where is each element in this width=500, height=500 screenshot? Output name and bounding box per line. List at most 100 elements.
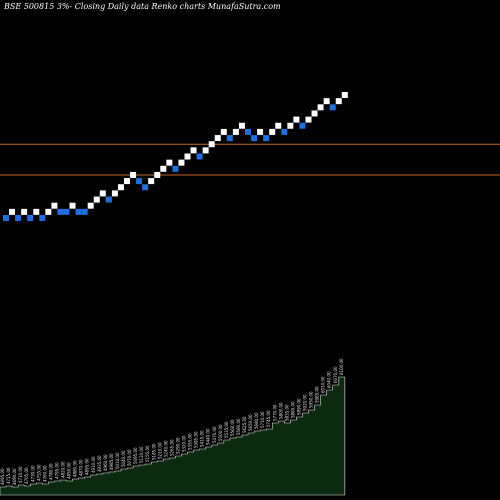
volume-label: 5890.00 bbox=[296, 398, 301, 415]
volume-label: 4935.00 bbox=[97, 455, 102, 472]
up-brick bbox=[93, 196, 100, 203]
up-brick bbox=[111, 190, 118, 197]
volume-label: 5800.00 bbox=[278, 402, 283, 419]
up-brick bbox=[21, 208, 28, 215]
up-brick bbox=[269, 128, 276, 135]
down-brick bbox=[281, 128, 288, 135]
down-brick bbox=[196, 153, 203, 160]
up-brick bbox=[148, 178, 155, 185]
volume-label: 5350.00 bbox=[188, 433, 193, 450]
volume-label: 5320.00 bbox=[182, 435, 187, 452]
volume-area bbox=[0, 376, 346, 496]
up-brick bbox=[117, 184, 124, 191]
volume-label: 5010.00 bbox=[115, 452, 120, 469]
up-brick bbox=[293, 116, 300, 123]
up-brick bbox=[257, 128, 264, 135]
volume-label: 4690.00 bbox=[12, 468, 17, 485]
volume-label: 4780.00 bbox=[48, 463, 53, 480]
down-brick bbox=[136, 178, 143, 185]
up-brick bbox=[45, 208, 52, 215]
volume-label: 5535.00 bbox=[224, 421, 229, 438]
down-brick bbox=[142, 184, 149, 191]
volume-label: 5210.00 bbox=[157, 442, 162, 459]
down-brick bbox=[3, 215, 9, 221]
up-brick bbox=[238, 122, 245, 129]
up-brick bbox=[275, 122, 282, 129]
volume-label: 4710.00 bbox=[18, 466, 23, 483]
volume-label: 5470.00 bbox=[212, 426, 217, 443]
down-brick bbox=[245, 128, 251, 135]
up-brick bbox=[51, 202, 58, 209]
volume-label: 5710.00 bbox=[260, 411, 265, 428]
volume-label: 5440.00 bbox=[206, 428, 211, 445]
volume-label: 6010.00 bbox=[321, 376, 326, 393]
up-brick bbox=[208, 141, 215, 148]
volume-label: 4960.00 bbox=[103, 454, 108, 471]
volume-label: 5745.00 bbox=[266, 410, 271, 427]
volume-label: 4880.00 bbox=[73, 460, 78, 477]
down-brick bbox=[263, 135, 270, 142]
up-brick bbox=[124, 178, 130, 185]
volume-label: 6040.00 bbox=[327, 371, 332, 388]
volume-label: 5625.00 bbox=[242, 416, 247, 433]
down-brick bbox=[27, 215, 34, 221]
down-brick bbox=[39, 215, 46, 221]
up-brick bbox=[287, 122, 294, 129]
up-brick bbox=[341, 92, 348, 98]
volume-label: 6100.00 bbox=[339, 358, 344, 375]
volume-label: 5120.00 bbox=[139, 446, 144, 463]
up-brick bbox=[317, 104, 324, 111]
up-brick bbox=[311, 110, 318, 117]
up-brick bbox=[190, 147, 197, 154]
volume-label: 5240.00 bbox=[163, 440, 168, 457]
up-brick bbox=[184, 153, 191, 160]
down-brick bbox=[226, 135, 233, 142]
up-brick bbox=[130, 171, 137, 178]
volume-label: 4910.00 bbox=[91, 456, 96, 473]
up-brick bbox=[9, 208, 16, 215]
volume-label: 5770.00 bbox=[272, 404, 277, 421]
down-brick bbox=[75, 208, 82, 215]
up-brick bbox=[166, 159, 173, 166]
volume-label: 4820.00 bbox=[61, 461, 66, 478]
volume-label: 5155.00 bbox=[145, 445, 150, 462]
volume-label: 5860.00 bbox=[290, 401, 295, 418]
up-brick bbox=[160, 165, 167, 172]
volume-label: 5950.00 bbox=[309, 391, 314, 408]
volume-label: 5070.00 bbox=[127, 449, 132, 466]
volume-label: 5265.00 bbox=[169, 439, 174, 456]
volume-label: 4795.00 bbox=[54, 462, 59, 479]
down-brick bbox=[105, 196, 112, 203]
volume-label: 5590.00 bbox=[236, 418, 241, 435]
volume-label: 5560.00 bbox=[230, 419, 235, 436]
up-brick bbox=[232, 128, 239, 135]
volume-label: 4985.00 bbox=[109, 453, 114, 470]
volume-label: 5920.00 bbox=[303, 394, 308, 411]
volume-label: 5410.00 bbox=[200, 430, 205, 447]
volume-label: 5835.00 bbox=[284, 404, 289, 421]
volume-label: 4870.00 bbox=[79, 459, 84, 476]
up-brick bbox=[305, 116, 312, 123]
up-brick bbox=[335, 98, 342, 105]
volume-label: 4705.00 bbox=[24, 467, 29, 484]
volume-label: 4695.00 bbox=[0, 468, 5, 485]
volume-label: 4715.00 bbox=[6, 467, 11, 484]
volume-label: 4730.00 bbox=[30, 465, 35, 482]
volume-label: 6070.00 bbox=[333, 366, 338, 383]
volume-label: 5095.00 bbox=[133, 447, 138, 464]
volume-label: 5185.00 bbox=[151, 443, 156, 460]
volume-label: 5650.00 bbox=[248, 414, 253, 431]
up-brick bbox=[202, 147, 209, 154]
up-brick bbox=[154, 171, 161, 178]
volume-label: 5500.00 bbox=[218, 424, 223, 441]
volume-label: 4850.00 bbox=[67, 462, 72, 479]
volume-label: 5040.00 bbox=[121, 450, 126, 467]
down-brick bbox=[172, 165, 179, 172]
up-brick bbox=[69, 202, 76, 209]
up-brick bbox=[33, 208, 40, 215]
volume-label: 5290.00 bbox=[175, 437, 180, 454]
down-brick bbox=[329, 104, 336, 111]
down-brick bbox=[63, 208, 70, 215]
